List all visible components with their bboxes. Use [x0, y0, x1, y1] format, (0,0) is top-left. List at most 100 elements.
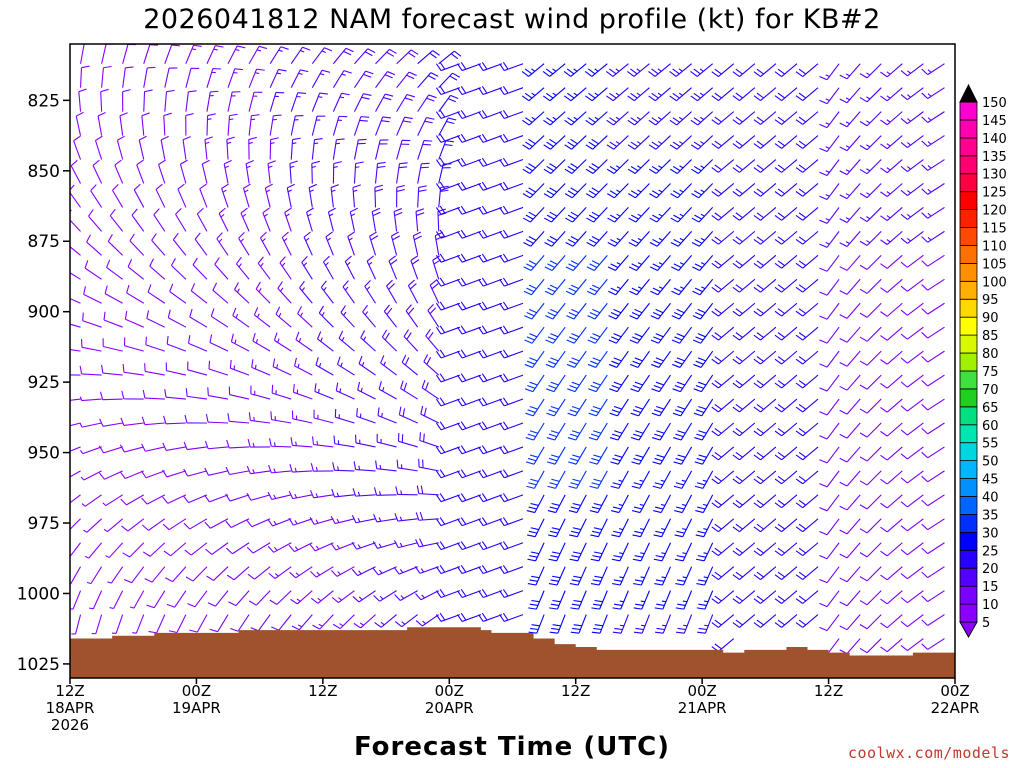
wind-barb	[795, 254, 819, 269]
wind-barb	[70, 542, 81, 558]
wind-barb	[711, 494, 735, 509]
wind-barb	[353, 116, 370, 136]
wind-barb	[268, 464, 292, 474]
wind-barb	[166, 335, 187, 352]
wind-barb	[544, 254, 566, 272]
wind-barb	[351, 566, 376, 577]
wind-barb	[499, 301, 524, 311]
wind-barb	[290, 437, 313, 448]
wind-barb	[669, 63, 692, 77]
wind-barb	[732, 590, 756, 604]
colorbar-swatch	[959, 298, 978, 318]
wind-barb	[107, 234, 124, 256]
colorbar-label: 40	[982, 490, 999, 505]
wind-barb	[184, 414, 207, 424]
wind-barb	[691, 207, 714, 223]
wind-barb	[271, 384, 292, 400]
wind-barb	[91, 614, 103, 635]
wind-barb	[690, 111, 714, 126]
wind-barb	[753, 135, 777, 149]
wind-barb	[183, 468, 208, 477]
wind-barb	[396, 71, 417, 89]
wind-barb	[795, 278, 819, 293]
wind-barb	[650, 326, 671, 344]
wind-barb	[103, 311, 123, 328]
x-tick-label: 20APR	[425, 699, 474, 717]
wind-barb	[309, 542, 334, 552]
wind-barb	[400, 380, 418, 400]
wind-barb	[415, 590, 440, 601]
wind-barb	[101, 44, 115, 64]
wind-barb	[774, 566, 798, 580]
wind-barb	[279, 256, 292, 280]
colorbar-label: 85	[982, 329, 999, 344]
wind-barb	[194, 232, 208, 256]
wind-barb	[499, 493, 524, 503]
wind-barb	[672, 350, 693, 368]
wind-barb	[122, 542, 145, 558]
wind-barb	[711, 87, 735, 101]
wind-barb	[649, 183, 671, 199]
wind-barb	[262, 207, 271, 232]
wind-barb	[212, 282, 229, 304]
wind-barb	[732, 614, 756, 628]
wind-barb	[225, 542, 250, 555]
wind-barb	[312, 614, 334, 630]
wind-barb	[567, 422, 587, 441]
wind-barb	[499, 205, 524, 215]
wind-barb	[122, 363, 144, 376]
wind-barb	[753, 446, 777, 461]
wind-barb	[499, 253, 524, 263]
wind-barb	[306, 207, 314, 232]
wind-barb	[839, 446, 861, 463]
wind-barb	[291, 614, 313, 631]
wind-barb	[417, 50, 440, 65]
wind-barb	[457, 445, 482, 455]
wind-barb	[438, 117, 457, 136]
wind-barb	[70, 518, 81, 531]
wind-barb	[162, 442, 186, 451]
wind-barb	[568, 446, 587, 465]
wind-barb	[330, 566, 355, 577]
wind-barb	[880, 494, 903, 509]
wind-barb	[859, 638, 882, 654]
wind-barb	[711, 374, 735, 389]
wind-barb	[549, 590, 566, 610]
wind-barb	[819, 470, 840, 488]
wind-barb	[380, 355, 397, 376]
wind-barb	[694, 470, 714, 489]
wind-barb	[567, 398, 587, 417]
wind-barb	[70, 272, 81, 280]
wind-barb	[207, 590, 229, 607]
wind-barb	[859, 87, 882, 103]
colorbar-swatch	[959, 442, 978, 462]
wind-barb	[288, 542, 313, 553]
wind-barb	[73, 135, 82, 160]
wind-barb	[859, 374, 882, 390]
wind-barb	[711, 135, 735, 149]
wind-barb	[652, 470, 672, 489]
wind-barb	[670, 231, 693, 247]
wind-barb	[633, 614, 650, 634]
wind-barb	[499, 109, 524, 119]
wind-barb	[218, 207, 229, 232]
wind-barb	[435, 469, 461, 479]
wind-barb	[527, 566, 545, 586]
wind-barb	[880, 135, 903, 150]
wind-barb	[183, 441, 208, 451]
wind-barb	[332, 92, 350, 112]
wind-barb	[192, 257, 208, 280]
wind-barb	[398, 406, 418, 424]
wind-barb	[415, 208, 425, 232]
wind-barb	[141, 518, 166, 531]
wind-barb	[632, 494, 650, 514]
wind-barb	[122, 44, 137, 64]
wind-barb	[163, 112, 172, 136]
wind-barb	[499, 445, 524, 455]
wind-barb	[124, 311, 144, 328]
wind-barb	[209, 614, 229, 633]
wind-barb	[859, 470, 882, 486]
wind-barb	[352, 184, 361, 208]
wind-barb	[225, 518, 250, 528]
wind-barb	[648, 87, 671, 102]
